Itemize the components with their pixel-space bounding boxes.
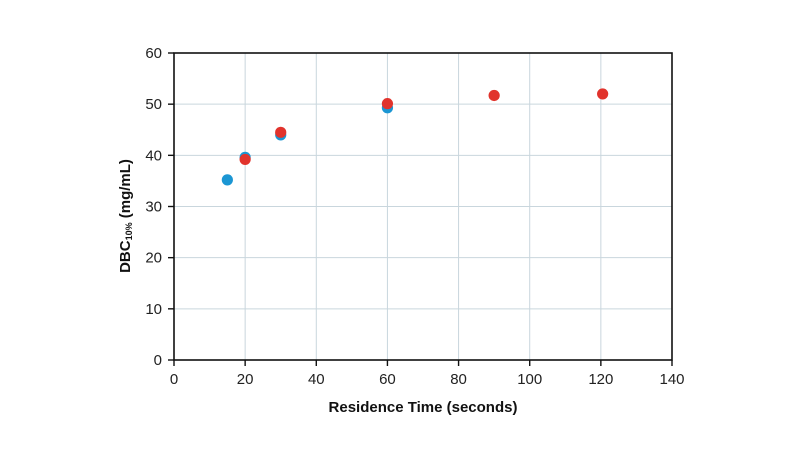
- gridlines: [173, 52, 673, 361]
- data-points: [221, 88, 609, 186]
- data-point-red: [381, 98, 394, 110]
- x-tick-label: 60: [379, 371, 396, 388]
- y-axis-title-unit: (mg/mL): [117, 159, 134, 222]
- x-tick-label: 100: [517, 371, 542, 388]
- data-point-red: [597, 88, 609, 100]
- axes: [168, 52, 673, 366]
- y-tick-label: 50: [145, 96, 162, 113]
- x-tick-label: 120: [588, 371, 613, 388]
- y-tick-label: 10: [145, 301, 162, 318]
- data-point-red: [488, 89, 500, 102]
- y-tick-label: 60: [145, 45, 162, 62]
- y-axis-title: DBC10% (mg/mL): [117, 159, 134, 273]
- x-axis-title: Residence Time (seconds): [329, 399, 518, 416]
- y-tick-label: 20: [145, 250, 162, 267]
- x-tick-label: 20: [237, 371, 254, 388]
- x-tick-label: 80: [450, 371, 467, 388]
- x-tick-label: 0: [170, 371, 178, 388]
- y-axis-title-main: DBC: [117, 240, 134, 273]
- x-tick-label: 140: [659, 371, 684, 388]
- y-axis-title-subscript: 10%: [124, 222, 134, 240]
- tick-labels: 0 20 40 60 80 100 120 140 0 10 20 30 40 50 60: [145, 45, 684, 388]
- x-tick-label: 40: [308, 371, 325, 388]
- y-tick-label: 40: [145, 147, 162, 164]
- data-point-red: [239, 153, 251, 166]
- y-tick-label: 30: [145, 199, 162, 216]
- data-point-red: [275, 126, 287, 138]
- y-tick-label: 0: [154, 352, 162, 369]
- data-point-blue: [221, 174, 233, 186]
